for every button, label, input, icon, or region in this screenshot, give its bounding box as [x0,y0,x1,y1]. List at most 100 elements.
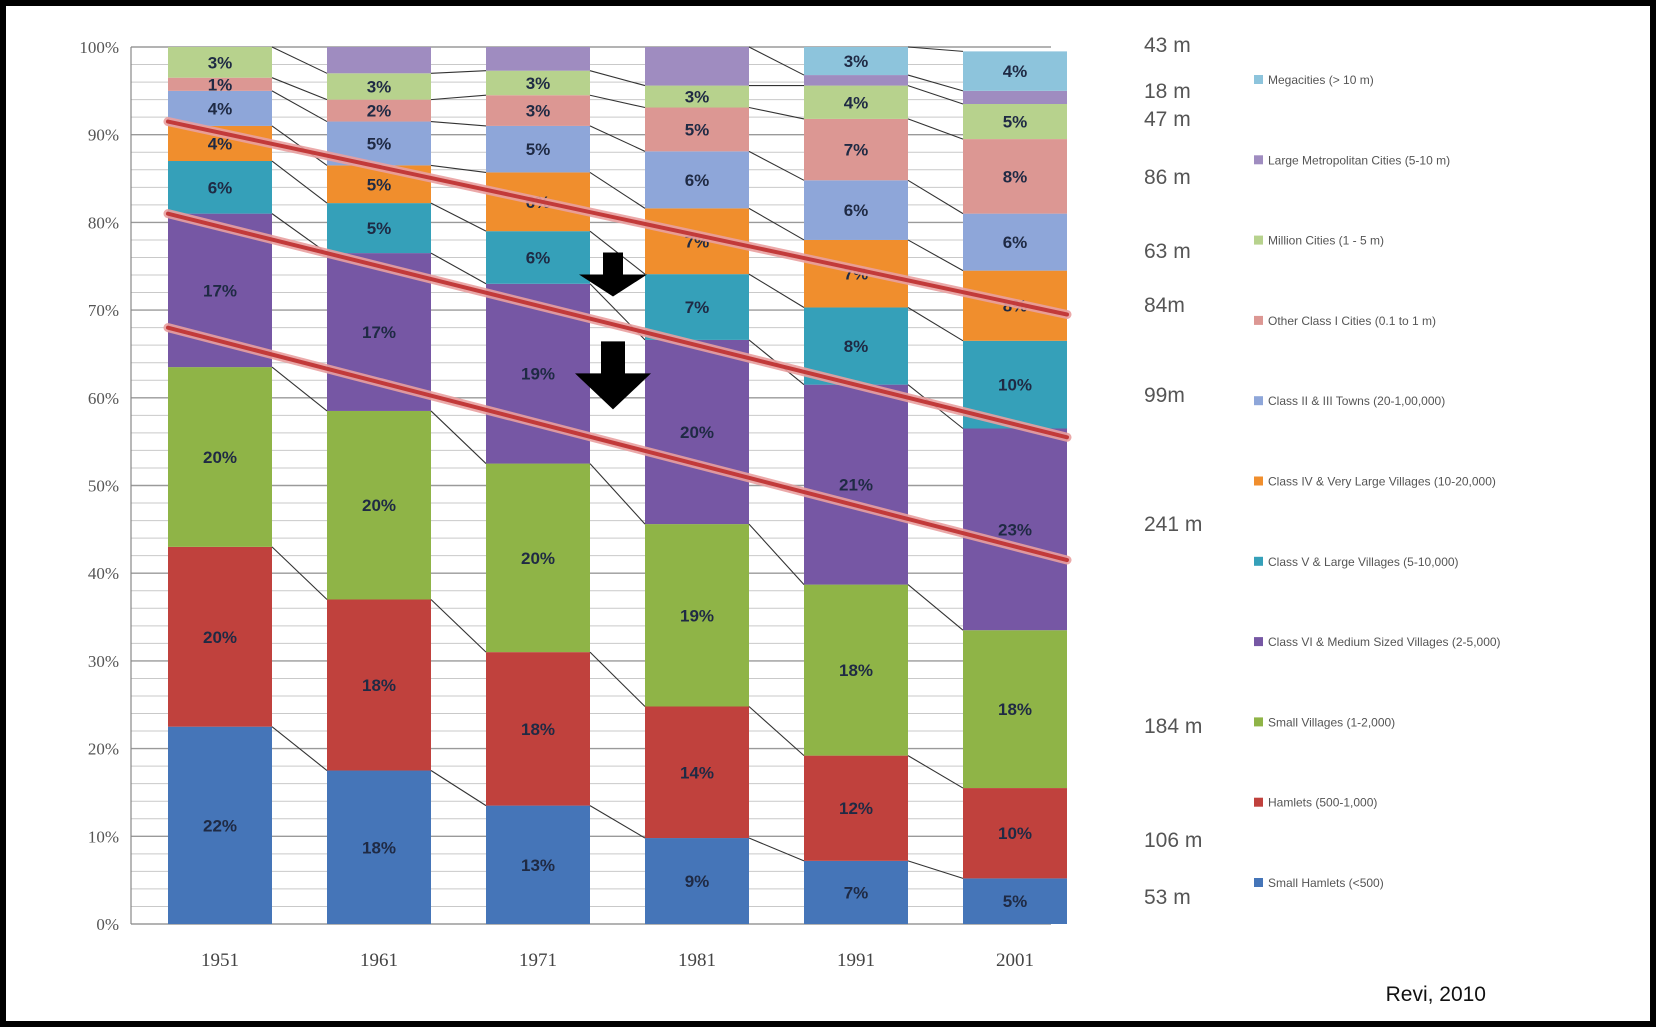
data-label: 9% [685,872,710,891]
series-connector-line [748,837,805,862]
series-connector-line [271,46,328,74]
data-label: 3% [526,102,551,121]
bar-segment [804,860,908,924]
data-label: 18% [839,661,873,680]
series-connector-line [907,860,964,879]
legend-label: Large Metropolitan Cities (5-10 m) [1268,153,1450,167]
data-label: 20% [203,448,237,467]
series-connector-line [907,85,964,105]
data-label: 17% [203,281,237,300]
y-tick-label: 60% [88,389,119,408]
series-connector-line [907,755,964,789]
data-label: 3% [208,53,233,72]
data-label: 14% [680,763,714,782]
legend-swatch [1254,315,1263,325]
data-label: 3% [685,88,710,107]
bar-segment [486,95,590,126]
population-label: 47 m [1144,108,1191,131]
data-label: 19% [680,606,714,625]
trend-line [166,325,1069,563]
series-connector-line [430,164,487,173]
data-label: 18% [998,700,1032,719]
series-connector-line [430,770,487,807]
data-label: 8% [1003,167,1028,186]
series-connector-line [271,160,328,204]
data-label: 6% [685,171,710,190]
legend: Megacities (> 10 m) Large Metropolitan Ci… [1254,73,1501,890]
legend-swatch [1254,717,1263,727]
bar-segment [645,838,749,924]
down-arrow-icon [575,341,651,410]
legend-label: Small Hamlets (<500) [1268,876,1384,890]
x-axis: 1951 1961 1971 1981 1991 2001 [201,950,1034,971]
y-tick-label: 40% [88,564,119,583]
series-connector-line [589,805,646,839]
data-label: 7% [685,298,710,317]
legend-label: Small Villages (1-2,000) [1268,715,1395,729]
bar-segment [486,47,590,71]
data-label: 23% [998,520,1032,539]
bar-segment [486,125,590,173]
bar-segment [963,788,1067,879]
population-label: 53 m [1144,886,1191,909]
legend-label: Megacities (> 10 m) [1268,73,1374,87]
x-tick-label: 1991 [837,950,875,971]
population-label: 184 m [1144,715,1202,738]
bar-segment [804,118,908,181]
bar-segment [168,367,272,547]
x-tick-label: 2001 [996,950,1034,971]
data-label: 5% [367,175,392,194]
data-label: 4% [844,93,869,112]
data-label: 7% [844,883,869,902]
data-label: 5% [685,120,710,139]
legend-swatch [1254,556,1263,566]
x-tick-label: 1971 [519,950,557,971]
legend-swatch [1254,235,1263,245]
trend-lines-layer [163,117,1072,565]
legend-label: Class VI & Medium Sized Villages (2-5,00… [1268,635,1501,649]
bar-segment [804,47,908,76]
legend-swatch [1254,637,1263,647]
data-label: 6% [844,201,869,220]
legend-label: Class V & Large Villages (5-10,000) [1268,555,1459,569]
series-connector-line [748,46,805,76]
bar-segment [645,706,749,839]
data-label: 13% [521,856,555,875]
data-label: 20% [203,628,237,647]
series-connector-line [748,106,805,120]
population-label: 99m [1144,384,1185,407]
data-label: 4% [208,134,233,153]
series-connector-line [589,651,646,707]
series-connector-line [271,90,328,123]
series-connector-line [907,118,964,140]
bar-segment [486,463,590,653]
bar-segment [963,428,1067,631]
population-label: 63 m [1144,240,1191,263]
bar-segment [327,203,431,254]
data-label: 6% [526,248,551,267]
bar-segment [327,410,431,600]
series-connector-line [748,273,805,308]
data-label: 5% [526,140,551,159]
data-label: 10% [998,376,1032,395]
data-label: 19% [521,365,555,384]
data-label: 20% [680,423,714,442]
series-connector-line [907,179,964,215]
bar-segment [486,231,590,284]
data-label: 2% [367,102,392,121]
population-label: 43 m [1144,34,1191,57]
data-label: 5% [1003,892,1028,911]
data-label: 18% [362,676,396,695]
legend-label: Class IV & Very Large Villages (10-20,00… [1268,475,1496,489]
bar-segment [168,161,272,214]
segment-labels-layer: 22% 20% 20% 17% 6% 4% 4% 1% 3% 18% 18% 20% 17% 5% 5% 5%… [203,52,1032,911]
legend-swatch [1254,155,1263,165]
data-label: 5% [367,219,392,238]
chart-frame: 0% 10% 20% 30% 40% 50% 60% 70% 80% 90% 100% 22% 20%… [6,6,1650,1021]
bar-segment [168,77,272,91]
population-label: 241 m [1144,513,1202,536]
population-label: 18 m [1144,80,1191,103]
x-tick-label: 1951 [201,950,239,971]
down-arrow-icon [579,252,647,297]
data-label: 20% [362,496,396,515]
